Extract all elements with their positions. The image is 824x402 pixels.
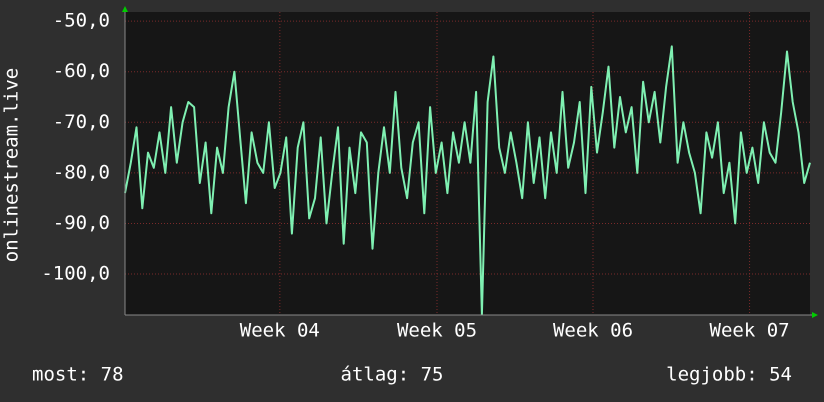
x-tick-label: Week 05: [397, 320, 477, 342]
y-tick-label: -80,0: [53, 161, 110, 183]
y-axis-arrow: [122, 6, 128, 12]
x-tick-label: Week 07: [710, 320, 790, 342]
footer-current: most: 78: [32, 364, 124, 386]
x-axis-arrow: [812, 312, 818, 318]
footer-average: átlag: 75: [341, 364, 444, 386]
plot-area: [125, 12, 810, 315]
y-tick-label: -100,0: [41, 263, 110, 285]
y-tick-label: -60,0: [53, 60, 110, 82]
y-tick-label: -50,0: [53, 10, 110, 32]
y-axis-label: onlinestream.live: [1, 68, 23, 262]
x-tick-label: Week 06: [553, 320, 633, 342]
x-tick-label: Week 04: [240, 320, 320, 342]
y-tick-label: -90,0: [53, 212, 110, 234]
y-tick-label: -70,0: [53, 111, 110, 133]
line-series: [124, 45, 811, 316]
marks: [124, 45, 811, 316]
footer-best: legjobb: 54: [666, 364, 792, 386]
